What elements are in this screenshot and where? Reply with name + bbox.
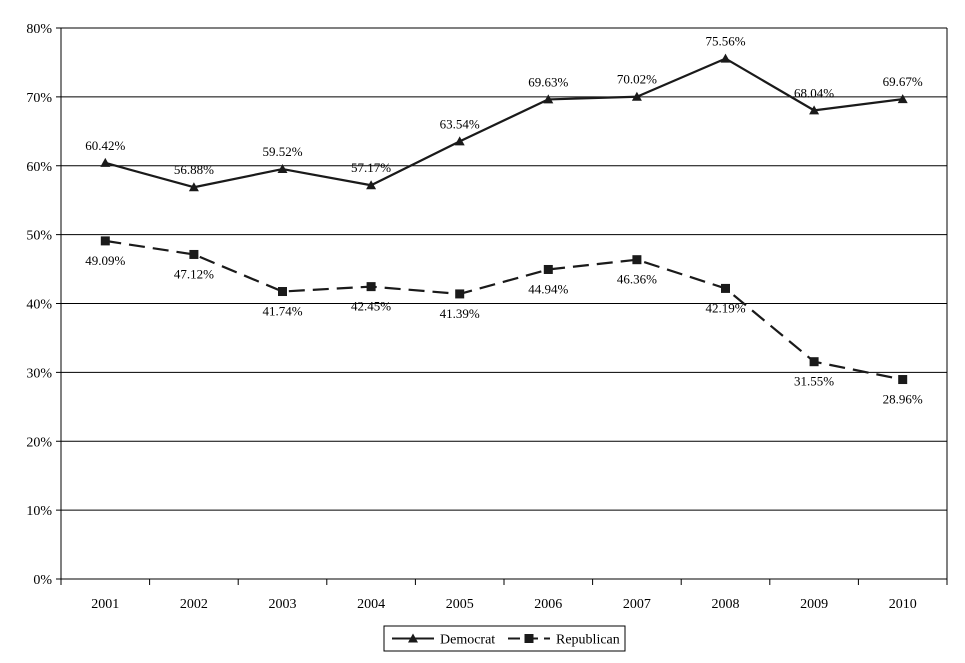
democrat-data-label: 60.42% bbox=[85, 138, 125, 153]
republican-data-label: 41.74% bbox=[262, 304, 302, 319]
republican-data-label: 47.12% bbox=[174, 266, 214, 281]
x-tick-label: 2009 bbox=[800, 597, 828, 612]
data-point-square bbox=[100, 236, 110, 246]
series-republican bbox=[100, 236, 908, 385]
series-democrat bbox=[100, 53, 908, 192]
data-point-triangle bbox=[897, 94, 908, 104]
republican-data-label: 49.09% bbox=[85, 253, 125, 268]
legend-item-republican: Republican bbox=[508, 633, 620, 648]
republican-data-label: 31.55% bbox=[794, 374, 834, 389]
democrat-data-label: 68.04% bbox=[794, 85, 834, 100]
republican-data-label: 46.36% bbox=[617, 272, 657, 287]
y-tick-label: 10% bbox=[26, 504, 52, 519]
data-point-triangle bbox=[631, 91, 642, 101]
data-point-square bbox=[543, 264, 553, 274]
data-point-square bbox=[721, 283, 730, 293]
gridlines bbox=[61, 27, 947, 511]
series-lines bbox=[100, 53, 908, 385]
y-tick-label: 80% bbox=[26, 22, 52, 37]
x-tick-label: 2007 bbox=[623, 597, 651, 612]
democrat-data-label: 70.02% bbox=[617, 72, 657, 87]
data-point-square bbox=[189, 249, 199, 259]
democrat-data-label: 56.88% bbox=[174, 162, 214, 177]
x-tick-label: 2006 bbox=[534, 597, 562, 612]
x-tick-label: 2001 bbox=[91, 597, 119, 612]
y-tick-label: 40% bbox=[26, 298, 52, 313]
data-point-triangle bbox=[809, 105, 820, 115]
y-tick-label: 50% bbox=[26, 229, 52, 244]
x-tick-label: 2005 bbox=[446, 597, 474, 612]
data-labels: 60.42% 56.88% 59.52% 57.17% 63.54% 69.63% 70.0… bbox=[85, 34, 923, 407]
data-point-triangle bbox=[366, 180, 377, 190]
axes: 0% 10% 20% 30% 40% 50% 60% 70% 80% 2001 2002 2003 20… bbox=[26, 22, 948, 612]
democrat-data-label: 57.17% bbox=[351, 160, 391, 175]
data-point-triangle bbox=[188, 182, 199, 192]
democrat-data-label: 69.63% bbox=[528, 74, 568, 89]
x-tick-label: 2002 bbox=[180, 597, 208, 612]
data-point-square bbox=[524, 634, 534, 643]
republican-data-label: 44.94% bbox=[528, 281, 568, 296]
democrat-line bbox=[105, 57, 903, 189]
democrat-data-label: 69.67% bbox=[883, 74, 923, 89]
republican-data-label: 42.19% bbox=[705, 300, 745, 315]
x-tick-label: 2010 bbox=[889, 597, 917, 612]
democrat-data-label: 63.54% bbox=[440, 116, 480, 131]
data-point-square bbox=[366, 282, 376, 292]
data-point-triangle bbox=[277, 164, 288, 174]
data-point-triangle bbox=[720, 53, 731, 63]
data-point-triangle bbox=[408, 633, 418, 643]
legend-label-democrat: Democrat bbox=[440, 633, 495, 648]
legend-item-democrat: Democrat bbox=[392, 633, 495, 648]
republican-data-label: 28.96% bbox=[883, 392, 923, 407]
y-tick-label: 60% bbox=[26, 160, 52, 175]
legend-label-republican: Republican bbox=[556, 633, 620, 648]
y-tick-label: 20% bbox=[26, 435, 52, 450]
data-point-square bbox=[809, 357, 819, 367]
x-tick-label: 2004 bbox=[357, 597, 385, 612]
republican-line bbox=[105, 239, 903, 381]
y-tick-label: 70% bbox=[26, 91, 52, 106]
republican-data-label: 41.39% bbox=[440, 306, 480, 321]
republican-data-label: 42.45% bbox=[351, 299, 391, 314]
data-point-square bbox=[898, 375, 908, 385]
x-tick-label: 2003 bbox=[269, 597, 297, 612]
data-point-triangle bbox=[543, 94, 554, 104]
data-point-square bbox=[455, 289, 465, 299]
data-point-triangle bbox=[454, 136, 465, 146]
data-point-square bbox=[632, 255, 642, 265]
democrat-data-label: 59.52% bbox=[262, 144, 302, 159]
x-tick-label: 2008 bbox=[712, 597, 740, 612]
data-point-triangle bbox=[100, 157, 111, 167]
y-tick-label: 30% bbox=[26, 366, 52, 381]
y-tick-label: 0% bbox=[33, 573, 52, 588]
data-point-square bbox=[278, 287, 287, 297]
legend: Democrat Republican bbox=[383, 625, 626, 652]
democrat-data-label: 75.56% bbox=[705, 34, 745, 49]
